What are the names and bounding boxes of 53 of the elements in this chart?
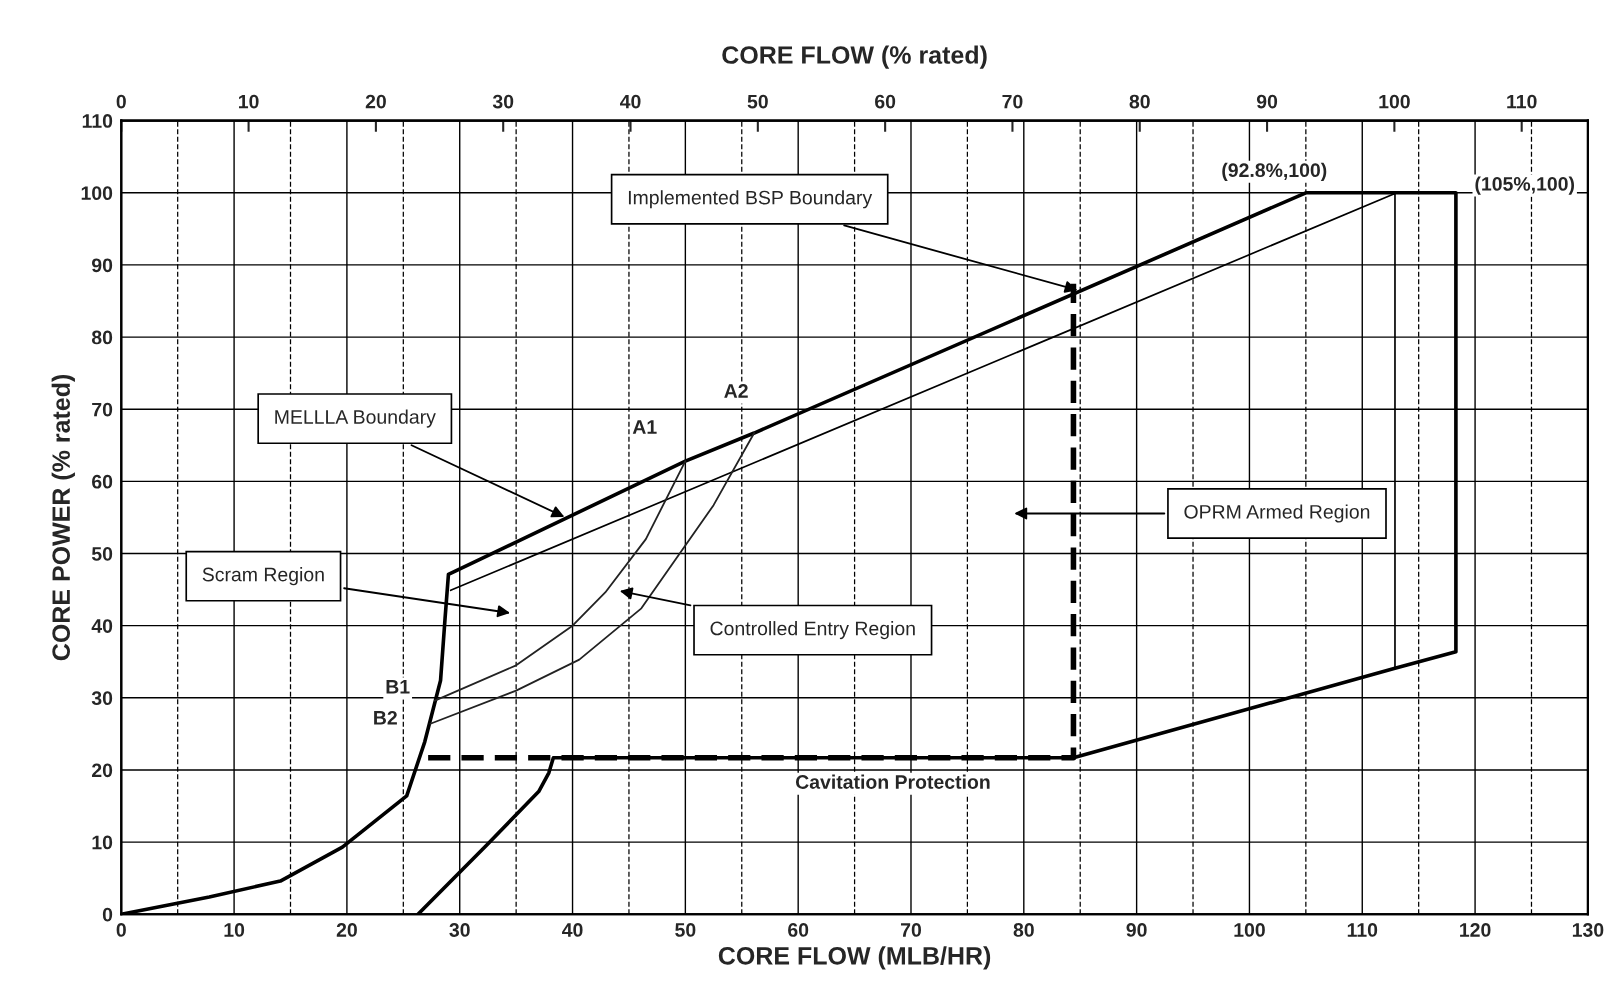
annotation: OPRM Armed Region <box>1184 504 1370 523</box>
annotation: MELLLA Boundary <box>275 409 436 428</box>
x2-tick-label: 0 <box>116 94 126 109</box>
x-tick-label: 80 <box>1013 923 1034 937</box>
x-tick-label: 20 <box>336 923 357 937</box>
x-tick-label: 110 <box>1347 923 1378 937</box>
y-tick-label: 110 <box>82 114 113 128</box>
x-tick-label: 60 <box>788 923 809 937</box>
x2-tick-label: 30 <box>492 94 514 109</box>
y-tick-label: 20 <box>91 763 113 778</box>
y-tick-label: 70 <box>92 402 113 417</box>
x-tick-label: 40 <box>562 923 583 937</box>
x2-tick-label: 20 <box>365 94 386 109</box>
y-tick-label: 0 <box>102 907 113 922</box>
x2-axis-title: CORE FLOW (% rated) <box>722 45 987 69</box>
y-tick-label: 50 <box>91 546 113 561</box>
x2-tick-label: 50 <box>747 94 768 109</box>
annotation: Cavitation Protection <box>795 774 990 789</box>
x2-tick-label: 70 <box>1002 94 1023 109</box>
annotation: B1 <box>386 680 410 694</box>
x-tick-label: 90 <box>1126 923 1147 937</box>
x2-tick-label: 80 <box>1129 94 1150 109</box>
x2-tick-label: 60 <box>875 94 896 109</box>
x-tick-label: 10 <box>224 923 245 937</box>
x-tick-label: 70 <box>901 923 922 937</box>
x2-tick-label: 110 <box>1507 94 1537 109</box>
y-tick-label: 90 <box>91 258 113 273</box>
x-tick-label: 120 <box>1460 923 1491 937</box>
x-tick-label: 0 <box>116 923 126 937</box>
annotation: A2 <box>724 384 748 398</box>
annotation: Scram Region <box>202 567 324 586</box>
y-axis-title: CORE POWER (% rated) <box>51 374 75 661</box>
annotation: (105%,100) <box>1475 176 1575 195</box>
y-tick-label: 60 <box>92 474 113 489</box>
y-tick-label: 100 <box>81 186 113 201</box>
y-tick-label: 30 <box>91 691 113 706</box>
x-tick-label: 30 <box>449 923 470 937</box>
annotation: B2 <box>374 710 397 725</box>
x2-tick-label: 100 <box>1379 94 1410 109</box>
x2-tick-label: 90 <box>1256 94 1278 109</box>
annotation: Implemented BSP Boundary <box>628 190 873 209</box>
x-tick-label: 130 <box>1572 923 1604 937</box>
x-tick-label: 50 <box>675 923 696 937</box>
x-tick-label: 100 <box>1234 923 1265 937</box>
y-tick-label: 10 <box>92 835 113 850</box>
x2-tick-label: 10 <box>239 94 259 109</box>
annotation: (92.8%,100) <box>1222 162 1327 181</box>
y-tick-label: 80 <box>91 330 113 345</box>
annotation: Controlled Entry Region <box>710 621 915 640</box>
annotation: A1 <box>632 420 657 434</box>
y-tick-label: 40 <box>91 619 113 633</box>
x-axis-title: CORE FLOW (MLB/HR) <box>718 946 991 970</box>
x2-tick-label: 40 <box>620 94 641 109</box>
